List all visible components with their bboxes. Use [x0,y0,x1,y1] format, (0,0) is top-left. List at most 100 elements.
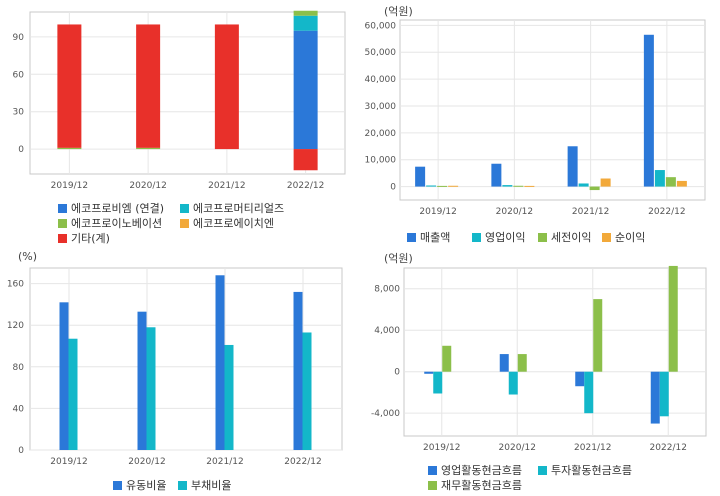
bar-segment[interactable] [57,24,82,148]
bar[interactable] [589,186,600,191]
legend-label: 부채비율 [191,479,232,492]
legend-label: 세전이익 [551,231,592,244]
bar[interactable] [442,345,452,372]
ratio-chart-plot: 0 40 80 120 160 2019/12 2020/12 2021/12 2022/12 [7,267,343,467]
legend-item-investing-cf[interactable]: 투자활동현금흐름 [538,462,632,478]
bar[interactable] [567,146,578,187]
bar[interactable] [654,170,665,187]
x-tick-label: 2020/12 [499,443,536,453]
bar[interactable] [676,180,687,187]
bar[interactable] [575,371,585,387]
bar[interactable] [426,185,437,187]
legend-swatch [180,204,189,213]
bar[interactable] [433,371,443,394]
bar[interactable] [137,311,147,450]
legend-item-ecopro-hn[interactable]: 에코프로에이치엔 [180,215,274,231]
bar[interactable] [578,183,589,187]
legend-swatch [407,233,416,242]
x-tick-label: 2019/12 [50,457,87,467]
legend-item-operating-profit[interactable]: 영업이익 [472,229,525,245]
y-tick-label: 50,000 [365,48,397,58]
bar[interactable] [593,299,603,372]
legend-item-operating-cf[interactable]: 영업활동현금흐름 [428,462,522,478]
bar[interactable] [524,185,535,187]
legend-swatch [538,466,547,475]
bar[interactable] [146,327,156,450]
y-tick-label: 0 [394,368,400,378]
bar[interactable] [650,371,660,424]
bar[interactable] [513,185,524,187]
legend-item-financing-cf[interactable]: 재무활동현금흐름 [428,477,522,493]
bar[interactable] [224,344,234,450]
bar-segment[interactable] [136,24,161,148]
y-tick-label: 8,000 [374,285,400,295]
legend-swatch [58,234,67,243]
bar[interactable] [293,291,303,450]
y-tick-label: 160 [7,280,24,290]
legend-item-debt-ratio[interactable]: 부채비율 [178,477,231,493]
bar[interactable] [668,265,678,372]
legend-item-revenue[interactable]: 매출액 [407,229,450,245]
y-tick-label: 0 [390,183,396,193]
legend-label: 에코프로이노베이션 [71,217,163,230]
y-tick-label: 120 [7,321,24,331]
bar[interactable] [665,177,676,187]
bar[interactable] [437,185,448,187]
legend-swatch [180,219,189,228]
bar[interactable] [584,371,594,414]
x-tick-label: 2022/12 [287,181,324,191]
y-tick-label: 30 [13,108,25,118]
legend-swatch [428,481,437,490]
cashflow-unit-label: (억원) [384,252,413,265]
bar-segment[interactable] [293,10,318,16]
legend-item-ecopro-materials[interactable]: 에코프로머티리얼즈 [180,200,284,216]
bar[interactable] [502,185,513,187]
x-tick-label: 2019/12 [423,443,460,453]
legend-swatch [538,233,547,242]
ratio-chart: (%) 0 40 80 120 160 2019/12 2020/12 2021/12 2022… [7,250,343,493]
bar-segment[interactable] [293,15,318,31]
bar-segment[interactable] [57,147,82,150]
legend-item-ecoprobm[interactable]: 에코프로비엠 (연결) [58,200,164,216]
bar[interactable] [415,166,426,187]
bar-segment[interactable] [214,24,239,150]
legend-swatch [58,219,67,228]
legend-swatch [58,204,67,213]
bar[interactable] [600,178,611,187]
x-tick-label: 2021/12 [572,207,609,217]
bar[interactable] [508,371,518,395]
bar[interactable] [517,354,527,372]
bar[interactable] [499,354,509,372]
x-tick-label: 2020/12 [129,181,166,191]
legend-label: 에코프로에이치엔 [193,217,274,230]
legend-item-pretax-profit[interactable]: 세전이익 [538,229,591,245]
y-tick-label: 10,000 [365,156,397,166]
bar[interactable] [491,163,502,187]
bar-segment[interactable] [293,30,318,150]
bar[interactable] [659,371,669,417]
x-tick-label: 2021/12 [574,443,611,453]
bar[interactable] [448,185,459,187]
legend-item-net-profit[interactable]: 순이익 [602,229,645,245]
x-tick-label: 2022/12 [650,443,687,453]
y-tick-label: 4,000 [374,326,400,336]
bar[interactable] [59,302,69,450]
legend-label: 매출액 [420,231,451,244]
legend-item-current-ratio[interactable]: 유동비율 [113,477,166,493]
bar-segment[interactable] [136,147,161,150]
bar-segment[interactable] [293,149,318,171]
legend-item-ecopro-innovation[interactable]: 에코프로이노베이션 [58,215,162,231]
x-tick-label: 2022/12 [648,207,685,217]
legend-label: 에코프로머티리얼즈 [193,202,285,215]
legend-label: 영업이익 [485,231,526,244]
x-tick-label: 2022/12 [284,457,321,467]
bar[interactable] [215,275,225,450]
bar[interactable] [643,34,654,187]
bar[interactable] [68,338,78,450]
legend-item-others[interactable]: 기타(계) [58,230,110,246]
composition-chart: 0 30 60 90 2019/12 2020/12 2021/12 2022/12 에코프로… [0,0,360,248]
bar[interactable] [424,371,434,374]
bar[interactable] [302,332,312,450]
